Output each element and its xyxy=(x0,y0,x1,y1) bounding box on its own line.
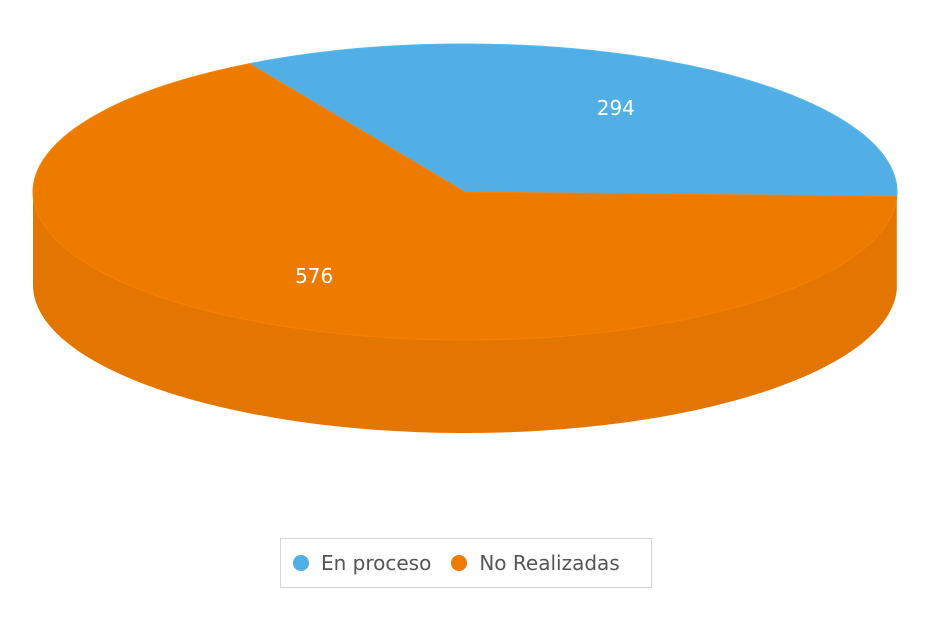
legend-item-en-proceso[interactable]: En proceso xyxy=(293,551,431,575)
pie-side-no-realizadas xyxy=(33,192,897,434)
legend-marker-no-realizadas xyxy=(451,555,468,571)
legend-item-no-realizadas[interactable]: No Realizadas xyxy=(451,551,620,575)
data-label-en-proceso: 294 xyxy=(597,96,635,120)
legend-label-no-realizadas: No Realizadas xyxy=(479,551,620,575)
legend: En proceso No Realizadas xyxy=(280,538,652,588)
data-label-no-realizadas: 576 xyxy=(295,264,333,288)
pie-slice-no-realizadas[interactable] xyxy=(32,63,898,341)
legend-label-en-proceso: En proceso xyxy=(321,551,432,575)
legend-marker-en-proceso xyxy=(293,555,309,571)
pie-slice-en-proceso[interactable] xyxy=(248,43,898,197)
